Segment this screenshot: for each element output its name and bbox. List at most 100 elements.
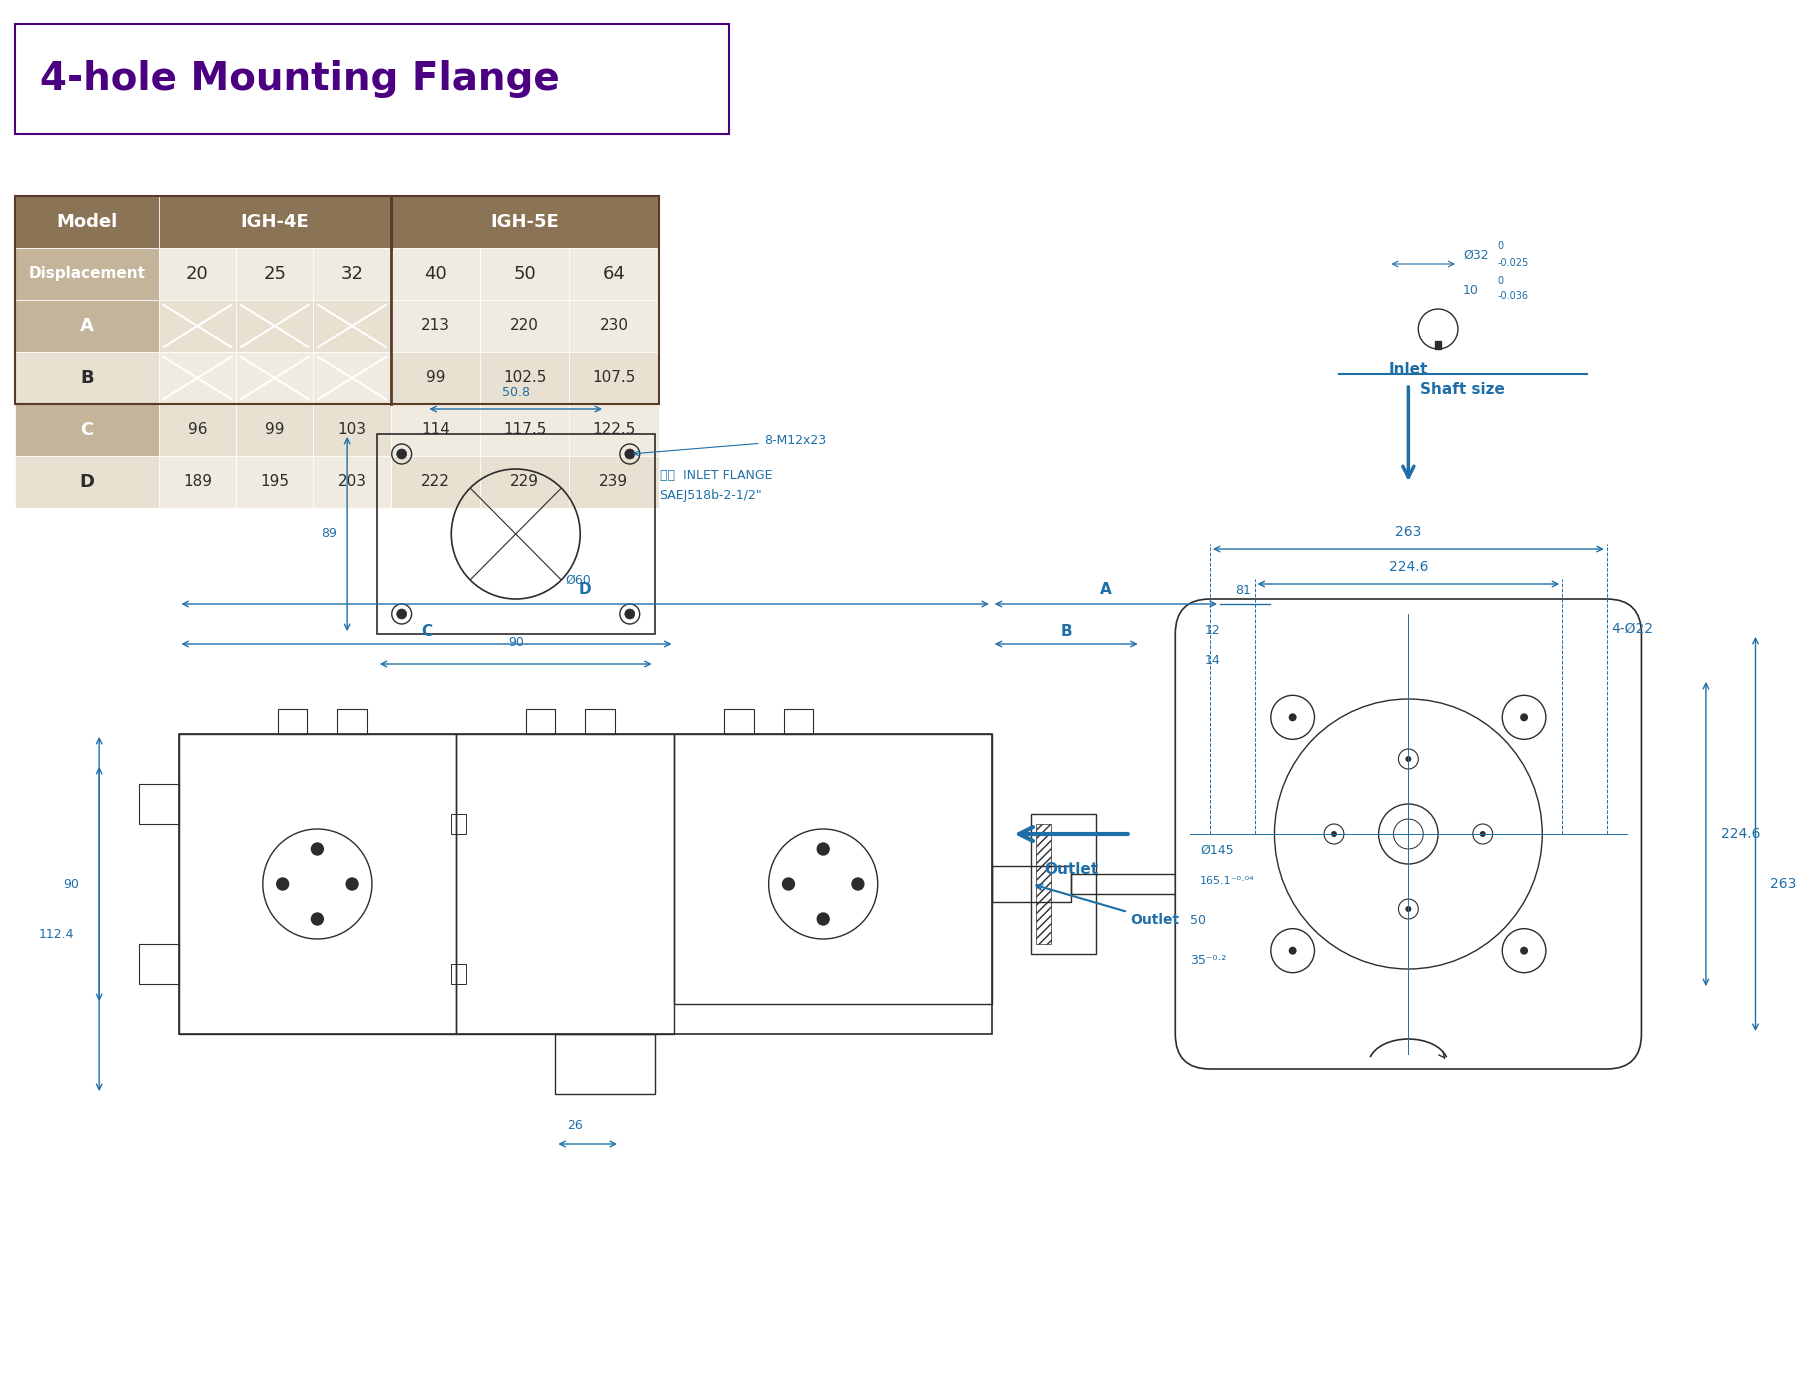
FancyBboxPatch shape bbox=[569, 404, 659, 455]
Text: 50.8: 50.8 bbox=[502, 386, 529, 399]
Circle shape bbox=[277, 877, 288, 890]
Text: 189: 189 bbox=[184, 475, 212, 490]
FancyBboxPatch shape bbox=[391, 300, 481, 352]
Text: 0: 0 bbox=[1498, 241, 1503, 251]
Bar bbox=[1435, 340, 1442, 349]
Text: 25: 25 bbox=[263, 264, 286, 282]
Text: C: C bbox=[421, 624, 432, 639]
Bar bbox=[675, 734, 992, 1003]
Text: D: D bbox=[580, 583, 592, 597]
FancyBboxPatch shape bbox=[481, 455, 569, 508]
FancyBboxPatch shape bbox=[14, 248, 158, 300]
Text: 20: 20 bbox=[185, 264, 209, 282]
Text: IGH-4E: IGH-4E bbox=[241, 213, 310, 231]
Circle shape bbox=[311, 913, 324, 925]
Text: IGH-5E: IGH-5E bbox=[490, 213, 560, 231]
Text: 32: 32 bbox=[340, 264, 364, 282]
Text: 35⁻⁰·²: 35⁻⁰·² bbox=[1190, 954, 1226, 967]
Text: Outlet: Outlet bbox=[1037, 884, 1179, 927]
Circle shape bbox=[311, 843, 324, 855]
Text: 99: 99 bbox=[265, 422, 284, 437]
Text: 263: 263 bbox=[1771, 877, 1796, 891]
Text: 99: 99 bbox=[425, 371, 445, 386]
Bar bbox=[452, 814, 466, 835]
FancyBboxPatch shape bbox=[569, 352, 659, 404]
Circle shape bbox=[1406, 907, 1411, 912]
Circle shape bbox=[396, 609, 407, 619]
FancyBboxPatch shape bbox=[391, 197, 659, 248]
Circle shape bbox=[346, 877, 358, 890]
FancyBboxPatch shape bbox=[236, 352, 313, 404]
Text: 26: 26 bbox=[567, 1120, 583, 1132]
Text: 64: 64 bbox=[603, 264, 625, 282]
Circle shape bbox=[396, 448, 407, 459]
FancyBboxPatch shape bbox=[1175, 599, 1642, 1068]
FancyBboxPatch shape bbox=[569, 300, 659, 352]
Circle shape bbox=[1480, 830, 1485, 837]
Bar bbox=[1037, 823, 1051, 944]
Text: 50: 50 bbox=[1190, 913, 1206, 927]
Text: 224.6: 224.6 bbox=[1721, 828, 1760, 841]
Text: Inlet: Inlet bbox=[1388, 363, 1427, 376]
Text: B: B bbox=[79, 370, 94, 388]
Text: 40: 40 bbox=[425, 264, 446, 282]
Circle shape bbox=[625, 609, 635, 619]
Text: SAEJ518b-2-1/2": SAEJ518b-2-1/2" bbox=[659, 489, 763, 502]
FancyBboxPatch shape bbox=[481, 404, 569, 455]
FancyBboxPatch shape bbox=[158, 455, 236, 508]
Bar bbox=[139, 944, 178, 984]
Text: 103: 103 bbox=[338, 422, 367, 437]
Text: 122.5: 122.5 bbox=[592, 422, 635, 437]
Text: 112.4: 112.4 bbox=[40, 927, 74, 941]
Text: A: A bbox=[1100, 583, 1112, 597]
Bar bbox=[139, 783, 178, 823]
Text: Ø32: Ø32 bbox=[1463, 249, 1489, 262]
Text: 213: 213 bbox=[421, 318, 450, 334]
Text: -0.025: -0.025 bbox=[1498, 257, 1528, 268]
Text: 4-hole Mounting Flange: 4-hole Mounting Flange bbox=[40, 60, 560, 98]
FancyBboxPatch shape bbox=[14, 197, 158, 248]
Text: 14: 14 bbox=[1204, 655, 1220, 667]
Bar bbox=[337, 709, 367, 734]
Text: 10: 10 bbox=[1463, 284, 1480, 298]
FancyBboxPatch shape bbox=[391, 404, 481, 455]
Text: 81: 81 bbox=[1235, 584, 1251, 597]
Text: 230: 230 bbox=[599, 318, 628, 334]
FancyBboxPatch shape bbox=[158, 300, 236, 352]
FancyBboxPatch shape bbox=[391, 352, 481, 404]
Text: 117.5: 117.5 bbox=[502, 422, 547, 437]
Text: 114: 114 bbox=[421, 422, 450, 437]
Text: -0.036: -0.036 bbox=[1498, 291, 1528, 300]
FancyBboxPatch shape bbox=[569, 248, 659, 300]
FancyBboxPatch shape bbox=[158, 197, 391, 248]
FancyBboxPatch shape bbox=[14, 404, 158, 455]
Bar bbox=[1071, 875, 1220, 894]
Bar bbox=[277, 709, 308, 734]
Circle shape bbox=[817, 913, 830, 925]
Text: 165.1⁻⁰·⁰⁴: 165.1⁻⁰·⁰⁴ bbox=[1201, 876, 1255, 886]
FancyBboxPatch shape bbox=[236, 404, 313, 455]
Text: 4-Ø22: 4-Ø22 bbox=[1611, 621, 1654, 637]
Circle shape bbox=[1521, 713, 1528, 721]
FancyBboxPatch shape bbox=[391, 455, 481, 508]
Bar bbox=[585, 709, 616, 734]
Text: Ø60: Ø60 bbox=[565, 574, 590, 587]
FancyBboxPatch shape bbox=[313, 352, 391, 404]
Text: Model: Model bbox=[56, 213, 117, 231]
Bar bbox=[452, 965, 466, 984]
Bar bbox=[455, 734, 675, 1034]
Circle shape bbox=[817, 843, 830, 855]
Text: 263: 263 bbox=[1395, 525, 1422, 538]
Text: D: D bbox=[79, 473, 94, 491]
FancyBboxPatch shape bbox=[14, 24, 729, 134]
Bar bbox=[1031, 814, 1096, 954]
Text: 102.5: 102.5 bbox=[502, 371, 547, 386]
FancyBboxPatch shape bbox=[313, 248, 391, 300]
Text: 203: 203 bbox=[338, 475, 367, 490]
Text: Shaft size: Shaft size bbox=[1420, 382, 1505, 397]
Text: A: A bbox=[79, 317, 94, 335]
Circle shape bbox=[1406, 756, 1411, 763]
FancyBboxPatch shape bbox=[481, 248, 569, 300]
Circle shape bbox=[1289, 947, 1296, 955]
FancyBboxPatch shape bbox=[236, 248, 313, 300]
